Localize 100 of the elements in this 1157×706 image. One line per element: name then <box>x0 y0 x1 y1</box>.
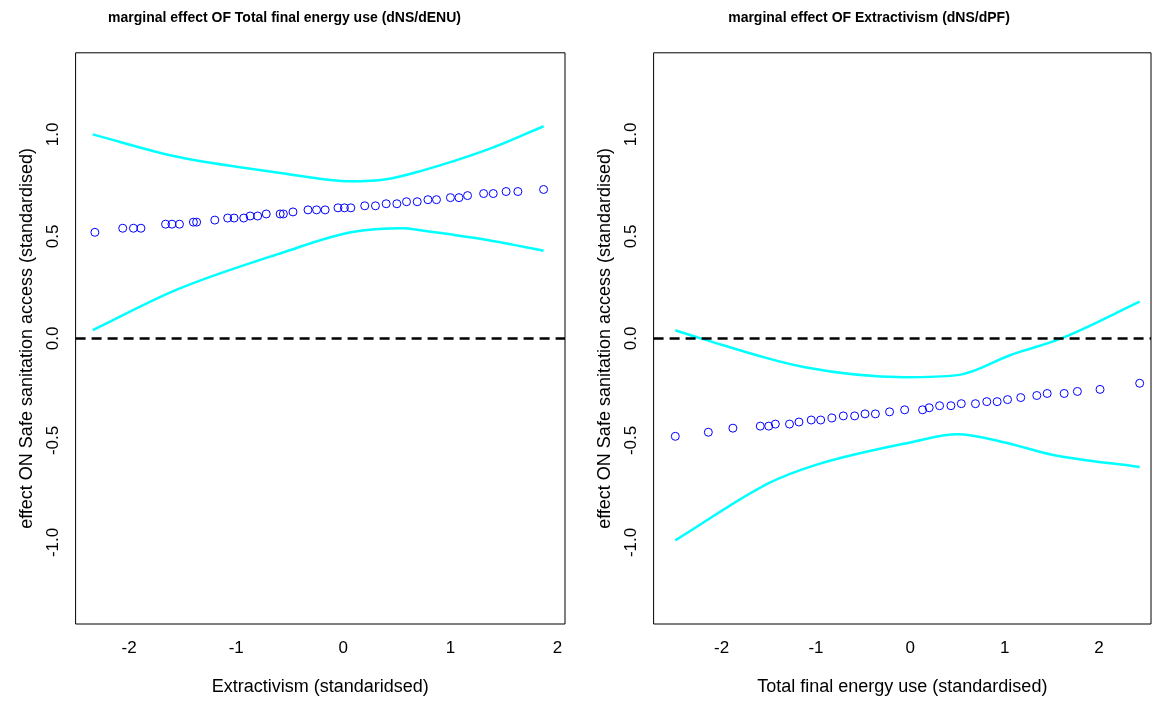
point <box>539 184 549 194</box>
point <box>935 401 945 411</box>
x-tick-label: 1 <box>999 637 1010 657</box>
point <box>918 405 928 415</box>
point <box>339 203 349 213</box>
point <box>1016 393 1026 403</box>
line-series <box>674 433 1141 542</box>
point <box>253 211 263 221</box>
point <box>229 213 239 223</box>
point <box>1135 378 1145 388</box>
point <box>827 413 837 423</box>
y-axis-title: effect ON Safe sanitation access (standardised) <box>15 147 36 529</box>
point <box>816 415 826 425</box>
point <box>223 213 233 223</box>
point <box>346 203 356 213</box>
point <box>488 189 498 199</box>
y-axis-title: effect ON Safe sanitation access (standardised) <box>593 147 614 529</box>
point <box>755 421 765 431</box>
x-tick-label: 0 <box>338 637 349 657</box>
line-series <box>91 226 545 332</box>
point <box>445 193 455 203</box>
chart-title: marginal effect OF Extractivism (dNS/dPF) <box>728 9 1010 26</box>
point <box>136 223 146 233</box>
point <box>1032 391 1042 401</box>
point <box>956 399 966 409</box>
point <box>885 407 895 417</box>
point <box>303 205 313 215</box>
line-series <box>91 124 545 183</box>
y-tick-label: -0.5 <box>621 425 641 456</box>
point <box>1095 384 1105 394</box>
x-tick-label: 2 <box>552 637 563 657</box>
point <box>838 411 848 421</box>
x-tick-label: -1 <box>808 637 824 657</box>
point <box>245 211 255 221</box>
point <box>770 419 780 429</box>
y-tick-label: 0.0 <box>43 326 63 351</box>
point <box>161 219 171 229</box>
point <box>794 417 804 427</box>
point <box>320 205 330 215</box>
point <box>463 191 473 201</box>
x-tick-label: -2 <box>121 637 137 657</box>
point <box>454 193 464 203</box>
point <box>210 215 220 225</box>
point <box>188 217 198 227</box>
point <box>946 401 956 411</box>
point <box>924 403 934 413</box>
x-axis-title: Extractivism (standaridsed) <box>211 676 429 697</box>
y-tick-label: 1.0 <box>621 122 641 147</box>
y-tick-label: 0.5 <box>43 224 63 249</box>
point <box>167 219 177 229</box>
point <box>806 415 816 425</box>
point <box>479 189 489 199</box>
point <box>670 431 680 441</box>
point <box>128 223 138 233</box>
point <box>412 197 422 207</box>
point <box>513 187 523 197</box>
y-tick-label: -0.5 <box>43 425 63 456</box>
x-tick-label: 1 <box>445 637 456 657</box>
point <box>764 421 774 431</box>
chart-title: marginal effect OF Total final energy use (dNS/dENU) <box>108 9 461 26</box>
y-tick-label: -1.0 <box>43 527 63 558</box>
point <box>860 409 870 419</box>
line-series <box>674 300 1141 379</box>
point <box>423 195 433 205</box>
point <box>970 399 980 409</box>
point <box>118 223 128 233</box>
point <box>900 405 910 415</box>
point <box>370 201 380 211</box>
point <box>239 213 249 223</box>
point <box>1003 395 1013 405</box>
point <box>1072 386 1082 396</box>
point <box>1042 388 1052 398</box>
x-axis-title: Total final energy use (standardised) <box>757 676 1048 697</box>
point <box>992 397 1002 407</box>
y-tick-label: 0.0 <box>621 326 641 351</box>
point <box>360 201 370 211</box>
point <box>333 203 343 213</box>
point <box>431 195 441 205</box>
point <box>402 197 412 207</box>
point <box>728 423 738 433</box>
point <box>392 199 402 209</box>
point <box>870 409 880 419</box>
y-tick-label: -1.0 <box>621 527 641 558</box>
x-tick-label: -2 <box>713 637 730 657</box>
x-tick-label: 0 <box>905 637 916 657</box>
point <box>192 217 202 227</box>
point <box>174 219 184 229</box>
point <box>785 419 795 429</box>
point <box>288 207 298 217</box>
x-tick-label: 2 <box>1094 637 1104 657</box>
point <box>982 397 992 407</box>
point <box>261 209 271 219</box>
point <box>850 411 860 421</box>
point <box>1059 388 1069 398</box>
y-tick-label: 0.5 <box>621 224 641 249</box>
point <box>381 199 391 209</box>
point <box>703 427 713 437</box>
y-tick-label: 1.0 <box>43 122 63 147</box>
x-tick-label: -1 <box>228 637 244 657</box>
point <box>501 187 511 197</box>
